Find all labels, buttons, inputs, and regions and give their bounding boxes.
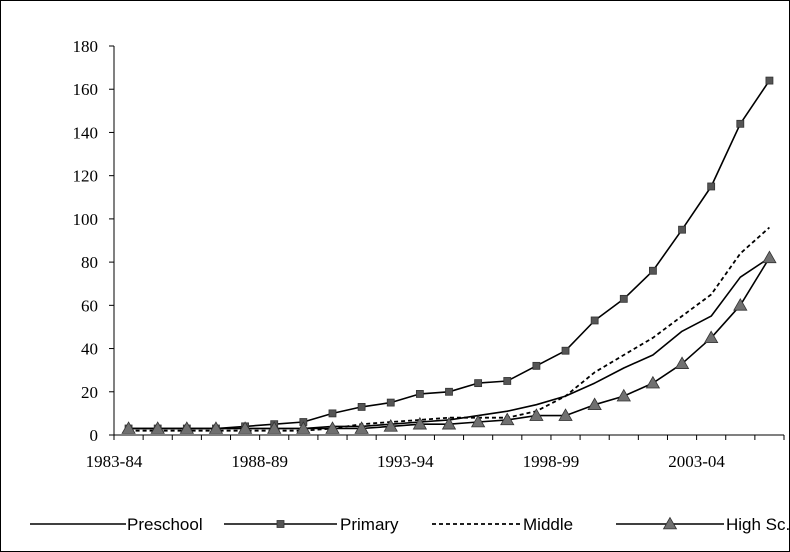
data-point — [645, 375, 661, 389]
data-point — [707, 182, 716, 191]
data-point — [590, 316, 599, 325]
data-point — [237, 421, 253, 434]
legend-item: Preschool — [30, 515, 203, 534]
data-point — [674, 356, 690, 369]
data-point — [470, 414, 486, 428]
legend-label: High Sc. — [726, 515, 790, 534]
series-line — [128, 226, 770, 432]
data-point — [500, 412, 515, 426]
data-point — [354, 421, 369, 434]
data-point — [150, 421, 165, 434]
legend-label: Middle — [523, 515, 573, 534]
legend-marker — [662, 516, 678, 530]
data-point — [474, 379, 483, 388]
data-point — [412, 416, 428, 430]
legend-label: Preschool — [127, 515, 203, 534]
data-point — [296, 421, 311, 434]
data-point — [529, 408, 544, 421]
axes: 0 20 40 60 80 100 120 140 160 180 1983-84 1988-89 19… — [73, 37, 785, 471]
x-tick-label: 1983-84 — [86, 452, 143, 471]
data-point — [678, 225, 686, 234]
series-layer — [121, 76, 777, 434]
data-point — [736, 119, 745, 128]
x-tick-label: 1998-99 — [523, 452, 580, 471]
y-tick-label: 160 — [73, 80, 99, 99]
data-point — [587, 397, 602, 411]
series-high-sc — [121, 250, 777, 434]
series-middle — [128, 226, 770, 432]
y-tick-label: 80 — [81, 253, 98, 272]
data-point — [762, 250, 777, 264]
data-point — [649, 266, 657, 275]
data-point — [616, 388, 631, 402]
data-point — [383, 419, 398, 432]
legend-marker — [276, 520, 285, 528]
legend-item: Primary — [224, 515, 399, 534]
y-tick-label: 120 — [73, 167, 99, 186]
legend-item: Middle — [432, 515, 573, 534]
data-point — [765, 76, 774, 85]
y-tick-label: 180 — [73, 37, 99, 56]
data-point — [619, 294, 628, 303]
data-point — [733, 298, 748, 311]
data-point — [445, 387, 453, 396]
data-point — [328, 409, 337, 418]
data-point — [503, 377, 512, 385]
data-point — [386, 398, 395, 407]
data-point — [532, 361, 541, 370]
x-tick-label: 2003-04 — [668, 452, 725, 471]
y-tick-label: 20 — [81, 383, 98, 402]
data-point — [558, 408, 573, 421]
x-tick-label: 1988-89 — [231, 452, 288, 471]
legend: Preschool Primary Middle High Sc. — [30, 515, 790, 534]
data-point — [208, 421, 224, 434]
y-tick-label: 40 — [81, 340, 98, 359]
data-point — [179, 421, 195, 434]
legend-label: Primary — [340, 515, 399, 534]
x-tick-label: 1993-94 — [377, 452, 434, 471]
data-point — [415, 390, 424, 398]
data-point — [357, 403, 366, 411]
y-tick-label: 60 — [81, 296, 98, 315]
data-point — [703, 330, 719, 344]
y-tick-label: 0 — [90, 426, 99, 445]
y-tick-label: 140 — [73, 123, 99, 142]
data-point — [325, 421, 340, 434]
legend-item: High Sc. — [616, 515, 790, 534]
y-tick-label: 100 — [73, 210, 99, 229]
data-point — [561, 346, 570, 355]
data-point — [267, 421, 282, 434]
data-point — [441, 416, 457, 430]
data-point — [121, 421, 136, 434]
